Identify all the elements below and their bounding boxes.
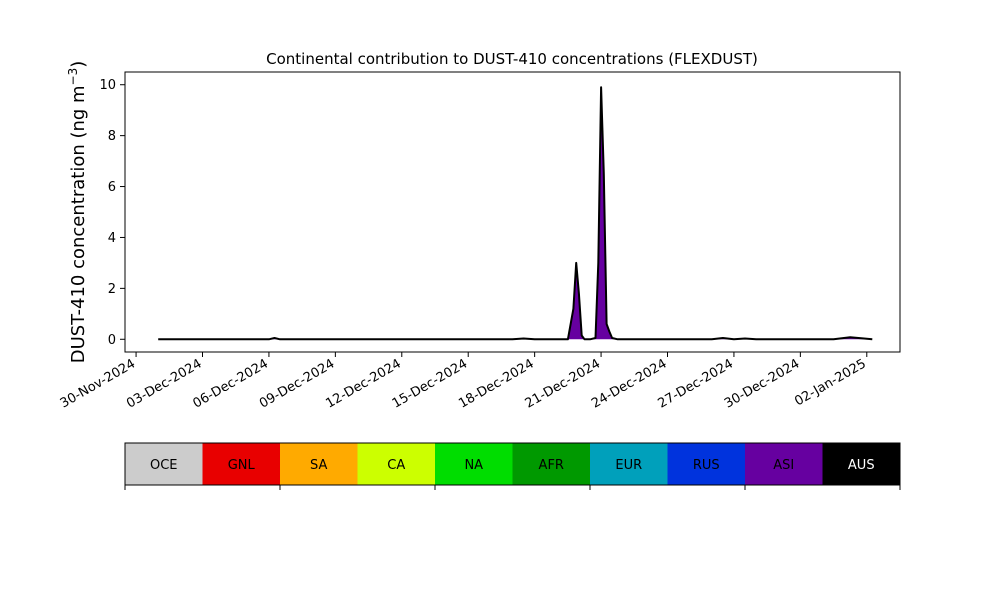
legend-label-aus: AUS [848,458,875,473]
plot-area [125,72,900,352]
legend-swatch-gnl [202,443,280,485]
y-tick-label: 10 [99,78,116,93]
legend-swatch-rus [667,443,745,485]
legend-swatch-aus [822,443,900,485]
x-tick-label: 30-Dec-2024 [722,356,802,411]
legend: OCE GNL SA CA NA AFR EUR RUS ASI AUS [124,442,901,490]
legend-label-ca: CA [387,458,405,473]
y-axis-label-unit-sup: −3 [66,68,80,86]
chart-title: Continental contribution to DUST-410 con… [266,50,758,68]
x-tick-label: 02-Jan-2025 [792,356,869,409]
legend-swatch-oce [125,443,203,485]
series-line-total [158,86,873,341]
y-tick-label: 2 [108,282,116,297]
legend-swatch-sa [280,443,358,485]
y-axis-label: DUST-410 concentration (ng m−3) [66,61,89,364]
y-axis-label-close: ) [68,61,89,68]
legend-label-eur: EUR [615,458,642,473]
y-tick-label: 6 [108,180,116,195]
legend-swatch-ca [357,443,435,485]
legend-label-gnl: GNL [228,458,256,473]
legend-swatch-na [435,443,513,485]
y-axis: 0 2 4 6 8 10 [99,78,125,348]
legend-swatch-asi [745,443,823,485]
y-tick-label: 4 [108,231,116,246]
legend-label-na: NA [464,458,483,473]
y-tick-label: 8 [108,129,116,144]
legend-swatch-eur [590,443,668,485]
legend-border [124,442,901,486]
legend-label-rus: RUS [693,458,720,473]
series-layer [158,86,873,341]
plot-border [124,71,901,353]
x-axis: 30-Nov-202403-Dec-202406-Dec-202409-Dec-… [58,352,869,412]
y-axis-label-main: DUST-410 concentration (ng m [68,85,89,363]
legend-swatch-afr [512,443,590,485]
y-tick-label: 0 [108,333,116,348]
legend-label-sa: SA [310,458,327,473]
legend-label-asi: ASI [773,458,794,473]
legend-label-oce: OCE [150,458,178,473]
legend-label-afr: AFR [539,458,564,473]
